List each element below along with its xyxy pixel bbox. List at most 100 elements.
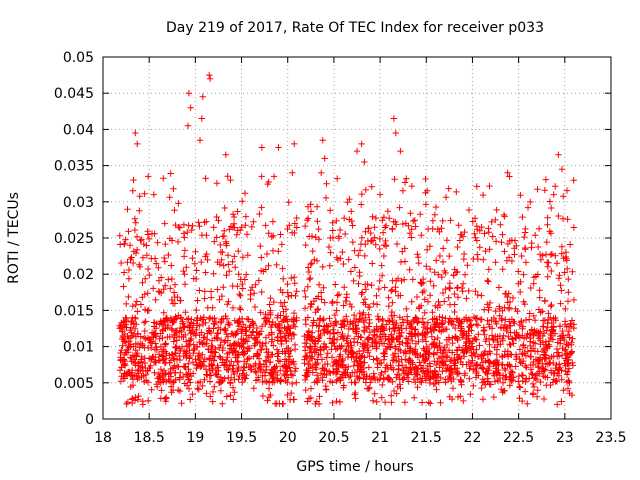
data-point <box>209 388 217 396</box>
data-point <box>302 347 309 354</box>
data-point <box>265 385 273 392</box>
data-point <box>187 104 194 111</box>
data-point <box>413 293 421 301</box>
data-point <box>548 267 555 275</box>
data-point <box>426 243 434 250</box>
data-point <box>397 292 404 299</box>
data-point <box>162 282 169 289</box>
data-point <box>342 297 350 305</box>
data-point <box>121 338 128 345</box>
data-point <box>307 394 314 402</box>
data-point <box>230 368 237 376</box>
data-point <box>134 341 142 348</box>
data-point <box>526 316 533 323</box>
data-point <box>121 360 129 367</box>
data-point <box>547 359 554 366</box>
data-point <box>201 295 208 302</box>
data-point <box>242 213 250 220</box>
data-point <box>127 255 134 263</box>
data-point <box>118 347 125 354</box>
data-point <box>528 370 535 377</box>
data-point <box>329 219 336 226</box>
data-point <box>379 317 387 325</box>
data-point <box>335 233 343 240</box>
data-point <box>305 264 312 271</box>
data-point <box>520 271 527 278</box>
data-point <box>425 399 432 406</box>
data-point <box>262 334 270 341</box>
data-point <box>260 361 268 368</box>
data-point <box>161 258 168 265</box>
data-point <box>529 391 536 398</box>
data-point <box>131 215 139 222</box>
data-point <box>231 253 238 260</box>
data-point <box>460 353 468 360</box>
data-point <box>520 298 527 305</box>
data-point <box>431 336 438 343</box>
data-point <box>459 361 466 368</box>
data-point <box>470 349 477 357</box>
x-tick-label: 22.5 <box>503 430 534 446</box>
data-point <box>214 286 221 293</box>
data-point <box>548 204 555 212</box>
data-point <box>134 140 141 148</box>
data-point <box>289 169 296 176</box>
data-point <box>168 262 175 269</box>
data-point <box>304 331 311 338</box>
data-point <box>545 259 552 266</box>
data-point <box>191 260 198 267</box>
data-point <box>319 377 326 384</box>
data-point <box>148 334 156 341</box>
data-point <box>406 321 413 328</box>
data-point <box>203 390 210 397</box>
data-point <box>183 343 191 350</box>
data-point <box>267 391 274 399</box>
data-point <box>378 262 385 269</box>
y-tick-label: 0.045 <box>54 86 94 102</box>
data-point <box>329 362 337 370</box>
data-point <box>186 347 193 354</box>
data-point <box>356 247 364 254</box>
data-point <box>132 333 140 340</box>
data-point <box>516 395 523 402</box>
data-point <box>236 304 244 312</box>
data-point <box>384 208 392 215</box>
data-point <box>126 368 133 376</box>
data-point <box>365 335 373 342</box>
data-point <box>163 315 170 323</box>
data-point <box>277 328 285 335</box>
data-point <box>291 274 298 281</box>
data-point <box>266 301 273 308</box>
data-point <box>517 288 524 296</box>
data-point <box>408 182 415 190</box>
data-point <box>482 357 489 365</box>
data-point <box>259 392 267 400</box>
data-point <box>192 356 199 363</box>
data-point <box>158 352 166 359</box>
data-point <box>176 374 183 381</box>
data-point <box>371 331 378 339</box>
data-point <box>184 228 191 236</box>
data-point <box>154 239 161 246</box>
data-point <box>498 352 506 360</box>
data-point <box>379 217 386 224</box>
data-point <box>219 233 226 240</box>
data-point <box>369 213 376 220</box>
data-point <box>433 320 440 327</box>
data-point <box>217 387 225 394</box>
data-point <box>289 372 297 379</box>
data-point <box>210 348 218 355</box>
data-point <box>420 287 428 295</box>
data-point <box>198 258 205 266</box>
data-point <box>187 396 194 403</box>
data-point <box>195 352 202 360</box>
data-point <box>485 335 493 342</box>
data-point <box>394 383 401 390</box>
data-point <box>407 210 414 217</box>
data-point <box>376 277 383 285</box>
data-point <box>343 346 350 353</box>
data-point <box>151 346 159 353</box>
data-point <box>167 357 175 364</box>
data-point <box>558 243 566 250</box>
data-point <box>565 356 572 363</box>
